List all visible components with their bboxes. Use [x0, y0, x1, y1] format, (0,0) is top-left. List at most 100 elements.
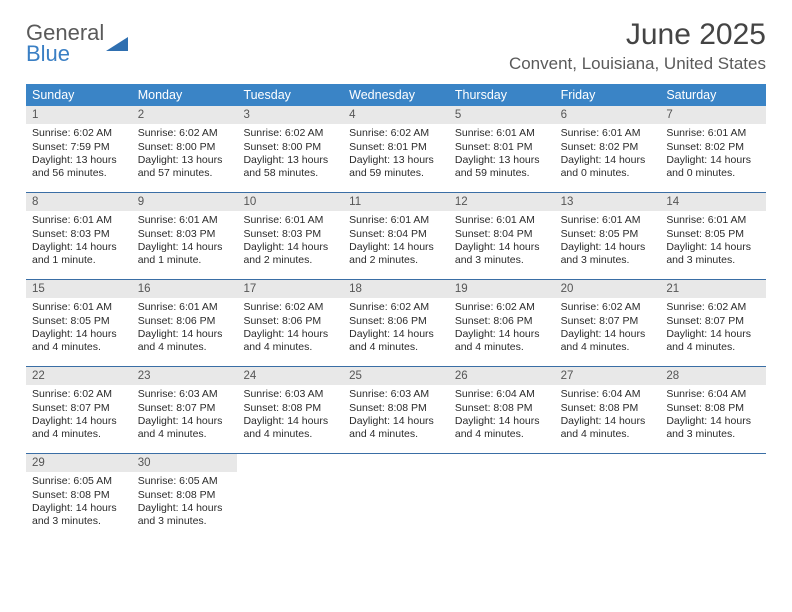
day-number: 21	[660, 280, 766, 298]
sunrise-text: Sunrise: 6:02 AM	[138, 127, 232, 140]
day-number: 16	[132, 280, 238, 298]
day-body: Sunrise: 6:01 AMSunset: 8:05 PMDaylight:…	[26, 298, 132, 358]
day-cell: 7Sunrise: 6:01 AMSunset: 8:02 PMDaylight…	[660, 106, 766, 184]
day-body: Sunrise: 6:02 AMSunset: 8:00 PMDaylight:…	[132, 124, 238, 184]
day-number: 11	[343, 193, 449, 211]
sunset-text: Sunset: 8:06 PM	[349, 315, 443, 328]
day-cell: 4Sunrise: 6:02 AMSunset: 8:01 PMDaylight…	[343, 106, 449, 184]
sunset-text: Sunset: 8:03 PM	[32, 228, 126, 241]
empty-cell	[343, 454, 449, 532]
day-cell: 10Sunrise: 6:01 AMSunset: 8:03 PMDayligh…	[237, 193, 343, 271]
day-cell: 29Sunrise: 6:05 AMSunset: 8:08 PMDayligh…	[26, 454, 132, 532]
empty-cell	[660, 454, 766, 532]
day-cell: 8Sunrise: 6:01 AMSunset: 8:03 PMDaylight…	[26, 193, 132, 271]
daylight-text: Daylight: 14 hours and 4 minutes.	[138, 415, 232, 441]
week-row: 22Sunrise: 6:02 AMSunset: 8:07 PMDayligh…	[26, 366, 766, 445]
week-row: 29Sunrise: 6:05 AMSunset: 8:08 PMDayligh…	[26, 453, 766, 532]
day-number: 19	[449, 280, 555, 298]
daylight-text: Daylight: 14 hours and 3 minutes.	[666, 415, 760, 441]
day-header-fri: Friday	[555, 84, 661, 106]
sunrise-text: Sunrise: 6:02 AM	[666, 301, 760, 314]
daylight-text: Daylight: 14 hours and 3 minutes.	[666, 241, 760, 267]
day-body: Sunrise: 6:03 AMSunset: 8:07 PMDaylight:…	[132, 385, 238, 445]
daylight-text: Daylight: 14 hours and 4 minutes.	[561, 415, 655, 441]
sunset-text: Sunset: 8:02 PM	[561, 141, 655, 154]
daylight-text: Daylight: 13 hours and 59 minutes.	[455, 154, 549, 180]
daylight-text: Daylight: 14 hours and 4 minutes.	[561, 328, 655, 354]
daylight-text: Daylight: 14 hours and 4 minutes.	[455, 415, 549, 441]
daylight-text: Daylight: 14 hours and 4 minutes.	[349, 328, 443, 354]
sunrise-text: Sunrise: 6:02 AM	[32, 127, 126, 140]
title-block: June 2025 Convent, Louisiana, United Sta…	[509, 18, 766, 74]
day-header-tue: Tuesday	[237, 84, 343, 106]
sunset-text: Sunset: 8:07 PM	[32, 402, 126, 415]
sunrise-text: Sunrise: 6:05 AM	[32, 475, 126, 488]
daylight-text: Daylight: 14 hours and 3 minutes.	[32, 502, 126, 528]
sunset-text: Sunset: 8:03 PM	[138, 228, 232, 241]
daylight-text: Daylight: 14 hours and 2 minutes.	[243, 241, 337, 267]
day-body: Sunrise: 6:01 AMSunset: 8:03 PMDaylight:…	[26, 211, 132, 271]
day-number: 25	[343, 367, 449, 385]
day-header-thu: Thursday	[449, 84, 555, 106]
week-row: 8Sunrise: 6:01 AMSunset: 8:03 PMDaylight…	[26, 192, 766, 271]
day-cell: 21Sunrise: 6:02 AMSunset: 8:07 PMDayligh…	[660, 280, 766, 358]
day-number: 14	[660, 193, 766, 211]
sunset-text: Sunset: 8:01 PM	[349, 141, 443, 154]
sunset-text: Sunset: 8:00 PM	[138, 141, 232, 154]
day-cell: 22Sunrise: 6:02 AMSunset: 8:07 PMDayligh…	[26, 367, 132, 445]
daylight-text: Daylight: 14 hours and 4 minutes.	[666, 328, 760, 354]
day-number: 28	[660, 367, 766, 385]
sunset-text: Sunset: 8:04 PM	[349, 228, 443, 241]
triangle-icon	[106, 35, 130, 53]
daylight-text: Daylight: 14 hours and 4 minutes.	[138, 328, 232, 354]
day-body: Sunrise: 6:02 AMSunset: 8:06 PMDaylight:…	[343, 298, 449, 358]
day-cell: 27Sunrise: 6:04 AMSunset: 8:08 PMDayligh…	[555, 367, 661, 445]
day-body: Sunrise: 6:01 AMSunset: 8:02 PMDaylight:…	[555, 124, 661, 184]
sunset-text: Sunset: 8:08 PM	[32, 489, 126, 502]
day-body: Sunrise: 6:01 AMSunset: 8:03 PMDaylight:…	[237, 211, 343, 271]
sunrise-text: Sunrise: 6:03 AM	[138, 388, 232, 401]
empty-cell	[237, 454, 343, 532]
day-cell: 6Sunrise: 6:01 AMSunset: 8:02 PMDaylight…	[555, 106, 661, 184]
sunrise-text: Sunrise: 6:02 AM	[561, 301, 655, 314]
sunset-text: Sunset: 8:08 PM	[561, 402, 655, 415]
day-body: Sunrise: 6:04 AMSunset: 8:08 PMDaylight:…	[449, 385, 555, 445]
day-number: 10	[237, 193, 343, 211]
sunset-text: Sunset: 8:06 PM	[243, 315, 337, 328]
day-cell: 9Sunrise: 6:01 AMSunset: 8:03 PMDaylight…	[132, 193, 238, 271]
daylight-text: Daylight: 14 hours and 4 minutes.	[243, 415, 337, 441]
day-cell: 1Sunrise: 6:02 AMSunset: 7:59 PMDaylight…	[26, 106, 132, 184]
sunrise-text: Sunrise: 6:01 AM	[349, 214, 443, 227]
day-number: 15	[26, 280, 132, 298]
day-number: 6	[555, 106, 661, 124]
calendar-page: General Blue June 2025 Convent, Louisian…	[0, 0, 792, 542]
day-cell: 16Sunrise: 6:01 AMSunset: 8:06 PMDayligh…	[132, 280, 238, 358]
sunset-text: Sunset: 8:08 PM	[666, 402, 760, 415]
daylight-text: Daylight: 14 hours and 1 minute.	[32, 241, 126, 267]
week-row: 1Sunrise: 6:02 AMSunset: 7:59 PMDaylight…	[26, 106, 766, 184]
day-body: Sunrise: 6:01 AMSunset: 8:06 PMDaylight:…	[132, 298, 238, 358]
day-cell: 2Sunrise: 6:02 AMSunset: 8:00 PMDaylight…	[132, 106, 238, 184]
month-title: June 2025	[509, 18, 766, 52]
day-number: 17	[237, 280, 343, 298]
day-body: Sunrise: 6:05 AMSunset: 8:08 PMDaylight:…	[26, 472, 132, 532]
day-body: Sunrise: 6:04 AMSunset: 8:08 PMDaylight:…	[660, 385, 766, 445]
day-number: 18	[343, 280, 449, 298]
daylight-text: Daylight: 14 hours and 3 minutes.	[138, 502, 232, 528]
day-body: Sunrise: 6:02 AMSunset: 8:07 PMDaylight:…	[555, 298, 661, 358]
day-header-sun: Sunday	[26, 84, 132, 106]
day-header-row: Sunday Monday Tuesday Wednesday Thursday…	[26, 84, 766, 106]
day-cell: 14Sunrise: 6:01 AMSunset: 8:05 PMDayligh…	[660, 193, 766, 271]
week-row: 15Sunrise: 6:01 AMSunset: 8:05 PMDayligh…	[26, 279, 766, 358]
day-body: Sunrise: 6:02 AMSunset: 8:06 PMDaylight:…	[237, 298, 343, 358]
day-header-wed: Wednesday	[343, 84, 449, 106]
location-subtitle: Convent, Louisiana, United States	[509, 54, 766, 74]
sunrise-text: Sunrise: 6:03 AM	[243, 388, 337, 401]
day-body: Sunrise: 6:02 AMSunset: 7:59 PMDaylight:…	[26, 124, 132, 184]
sunset-text: Sunset: 8:05 PM	[666, 228, 760, 241]
daylight-text: Daylight: 14 hours and 4 minutes.	[455, 328, 549, 354]
sunset-text: Sunset: 8:03 PM	[243, 228, 337, 241]
sunrise-text: Sunrise: 6:01 AM	[561, 127, 655, 140]
logo-text-block: General Blue	[26, 22, 104, 65]
sunset-text: Sunset: 8:00 PM	[243, 141, 337, 154]
